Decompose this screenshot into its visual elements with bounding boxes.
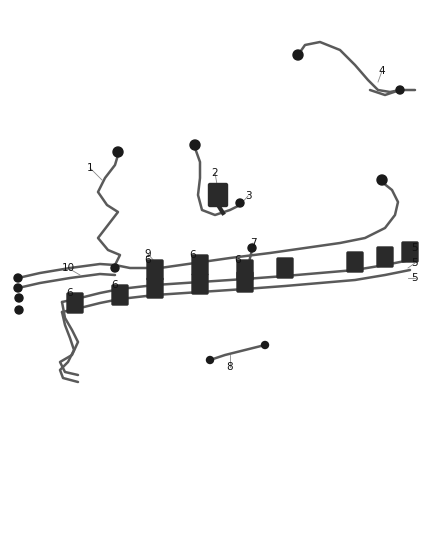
Text: 6: 6 [235, 255, 241, 265]
Circle shape [206, 357, 213, 364]
FancyBboxPatch shape [67, 293, 83, 313]
Circle shape [248, 244, 256, 252]
Text: 10: 10 [61, 263, 74, 273]
FancyBboxPatch shape [347, 252, 363, 272]
Text: 6: 6 [145, 255, 151, 265]
Text: 8: 8 [227, 362, 233, 372]
FancyBboxPatch shape [237, 260, 253, 280]
Circle shape [293, 50, 303, 60]
Circle shape [14, 274, 22, 282]
FancyBboxPatch shape [208, 183, 227, 206]
Circle shape [14, 284, 22, 292]
Text: 3: 3 [245, 191, 251, 201]
Text: 5: 5 [412, 258, 418, 268]
Circle shape [111, 264, 119, 272]
FancyBboxPatch shape [402, 242, 418, 262]
FancyBboxPatch shape [192, 274, 208, 294]
Text: 6: 6 [190, 250, 196, 260]
Circle shape [396, 86, 404, 94]
FancyBboxPatch shape [277, 258, 293, 278]
FancyBboxPatch shape [147, 278, 163, 298]
Text: 5: 5 [412, 273, 418, 283]
Text: 4: 4 [379, 66, 385, 76]
Text: 6: 6 [67, 288, 73, 298]
Text: 7: 7 [250, 238, 256, 248]
Text: 2: 2 [212, 168, 218, 178]
Circle shape [190, 140, 200, 150]
FancyBboxPatch shape [147, 260, 163, 280]
Text: 6: 6 [112, 280, 118, 290]
FancyBboxPatch shape [192, 255, 208, 275]
FancyBboxPatch shape [112, 285, 128, 305]
Text: 1: 1 [87, 163, 93, 173]
Circle shape [15, 306, 23, 314]
FancyBboxPatch shape [237, 272, 253, 292]
Circle shape [236, 199, 244, 207]
FancyBboxPatch shape [377, 247, 393, 267]
Circle shape [15, 294, 23, 302]
Text: 5: 5 [412, 243, 418, 253]
Circle shape [377, 175, 387, 185]
Circle shape [261, 342, 268, 349]
Text: 9: 9 [145, 249, 151, 259]
Circle shape [113, 147, 123, 157]
